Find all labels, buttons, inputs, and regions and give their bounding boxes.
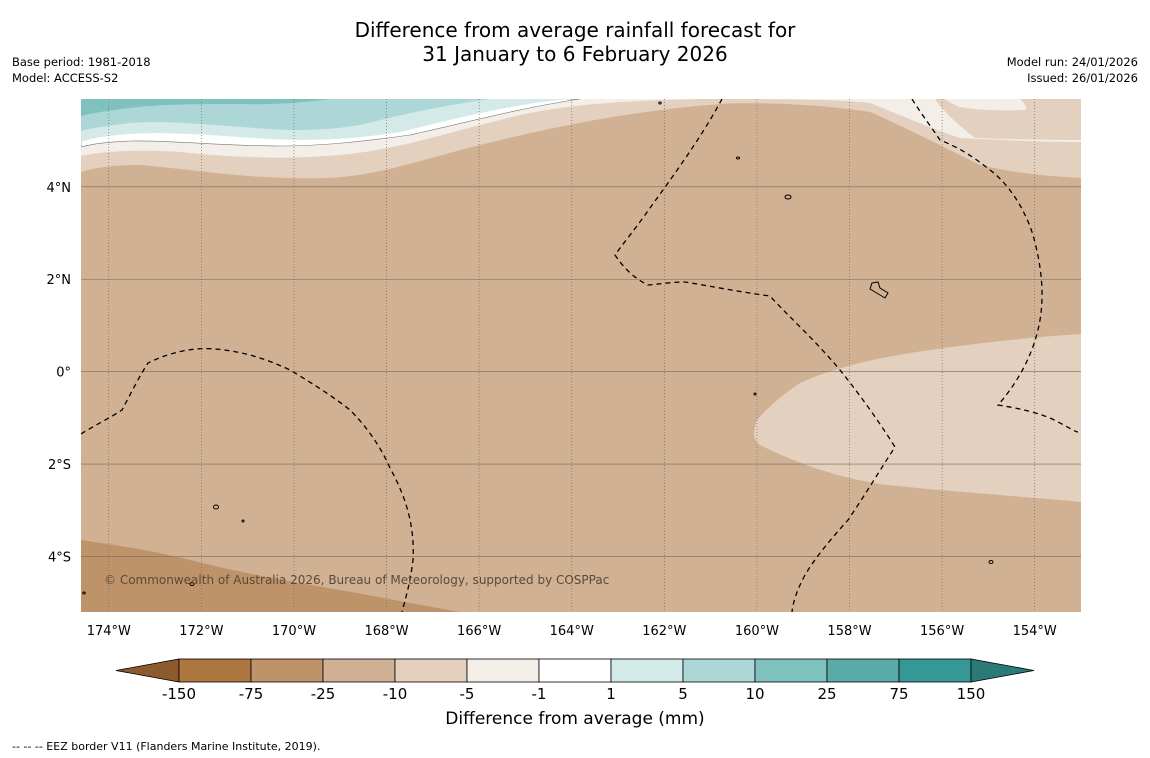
colorbar-extend-low: [115, 658, 180, 683]
map-title: Difference from average rainfall forecas…: [0, 18, 1150, 66]
colorbar-tick-label: -1: [532, 685, 547, 703]
colorbar-tick-label: 10: [745, 685, 764, 703]
lon-tick-label: 164°W: [550, 624, 594, 639]
lon-tick-label: 166°W: [457, 624, 501, 639]
islands: [82, 101, 994, 595]
lon-tick-label: 168°W: [364, 624, 408, 639]
contour-band-plus10-plus25: [81, 99, 330, 116]
island-kiritimati: [869, 281, 889, 299]
base-period: Base period: 1981-2018: [12, 55, 151, 69]
colorbar-tick-label: 5: [678, 685, 688, 703]
latitude-tick-labels: 4°N 2°N 0° 2°S 4°S: [47, 181, 72, 566]
map-area: © Commonwealth of Australia 2026, Bureau…: [81, 99, 1081, 612]
model-name: Model: ACCESS-S2: [12, 71, 119, 85]
colorbar-segment: [826, 658, 900, 683]
island-islet-north: [658, 101, 662, 105]
island-islet-small: [241, 519, 245, 523]
meta-left: Base period: 1981-2018 Model: ACCESS-S2: [12, 54, 151, 86]
contour-band-minus75-minus25: [81, 540, 460, 612]
lat-tick-label: 4°S: [48, 551, 71, 566]
colorbar-tick-labels: -150 -75 -25 -10 -5 -1 1 5 10 25 75 150: [162, 685, 985, 703]
colorbar-tick-label: 1: [606, 685, 616, 703]
colorbar-tick-label: -5: [460, 685, 475, 703]
eez-borders: [81, 99, 1079, 612]
lon-tick-label: 156°W: [920, 624, 964, 639]
lon-tick-label: 154°W: [1013, 624, 1057, 639]
eez-border-central: [614, 99, 896, 612]
colorbar-title: Difference from average (mm): [445, 709, 705, 729]
issued-date: Issued: 26/01/2026: [1027, 71, 1138, 85]
eez-legend-note: -- -- -- EEZ border V11 (Flanders Marine…: [12, 740, 321, 753]
colorbar-segment: [898, 658, 972, 683]
colorbar-tick-label: -75: [239, 685, 264, 703]
colorbar-segment: [682, 658, 756, 683]
contour-band-northeast-minus5-minus1: [935, 99, 1081, 140]
island-islet-southeast: [988, 560, 994, 564]
colorbar-segment: [466, 658, 540, 683]
colorbar-tick-label: -10: [383, 685, 408, 703]
colorbar-tick-label: 150: [957, 685, 986, 703]
lat-tick-label: 4°N: [47, 181, 72, 196]
eez-border-west: [81, 347, 414, 612]
island-islet-southwest: [189, 582, 195, 586]
lon-tick-label: 162°W: [642, 624, 686, 639]
colorbar-tick-label: -25: [311, 685, 336, 703]
colorbar-segment: [250, 658, 324, 683]
copyright-notice: © Commonwealth of Australia 2026, Bureau…: [104, 573, 609, 587]
colorbar-extend-high: [970, 658, 1035, 683]
lon-tick-label: 160°W: [735, 624, 779, 639]
lat-tick-label: 2°S: [48, 458, 71, 473]
island-tabuaeran: [784, 194, 792, 200]
lon-tick-label: 158°W: [827, 624, 871, 639]
colorbar-segment: [754, 658, 828, 683]
meta-right: Model run: 24/01/2026 Issued: 26/01/2026: [1007, 54, 1138, 86]
lat-tick-label: 2°N: [47, 273, 72, 288]
colorbar: [115, 658, 1035, 683]
title-line-1: Difference from average rainfall forecas…: [354, 18, 796, 42]
colorbar-segment: [394, 658, 468, 683]
island-jarvis: [753, 392, 757, 396]
colorbar-tick-label: 25: [817, 685, 836, 703]
colorbar-segment: [322, 658, 396, 683]
colorbar-segment: [538, 658, 612, 683]
lon-tick-label: 174°W: [87, 624, 131, 639]
colorbar-segment: [610, 658, 684, 683]
island-islet-west: [213, 504, 219, 510]
island-teraina: [736, 156, 740, 160]
longitude-tick-labels: 174°W 172°W 170°W 168°W 166°W 164°W 162°W 160°W…: [87, 624, 1057, 639]
latitude-gridlines: [81, 186, 1081, 557]
island-islet-corner: [82, 591, 86, 595]
lon-tick-label: 172°W: [179, 624, 223, 639]
colorbar-tick-label: 75: [889, 685, 908, 703]
colorbar-segment: [178, 658, 252, 683]
colorbar-tick-label: -150: [162, 685, 196, 703]
lon-tick-label: 170°W: [272, 624, 316, 639]
lat-tick-label: 0°: [56, 366, 71, 381]
contour-band-northeast-minus1-plus1: [945, 99, 1027, 111]
model-run: Model run: 24/01/2026: [1006, 55, 1138, 69]
contour-band-equatorial-minus10-minus5: [753, 334, 1081, 502]
title-line-2: 31 January to 6 February 2026: [422, 42, 728, 66]
contour-band-plus5-plus10: [81, 99, 490, 131]
